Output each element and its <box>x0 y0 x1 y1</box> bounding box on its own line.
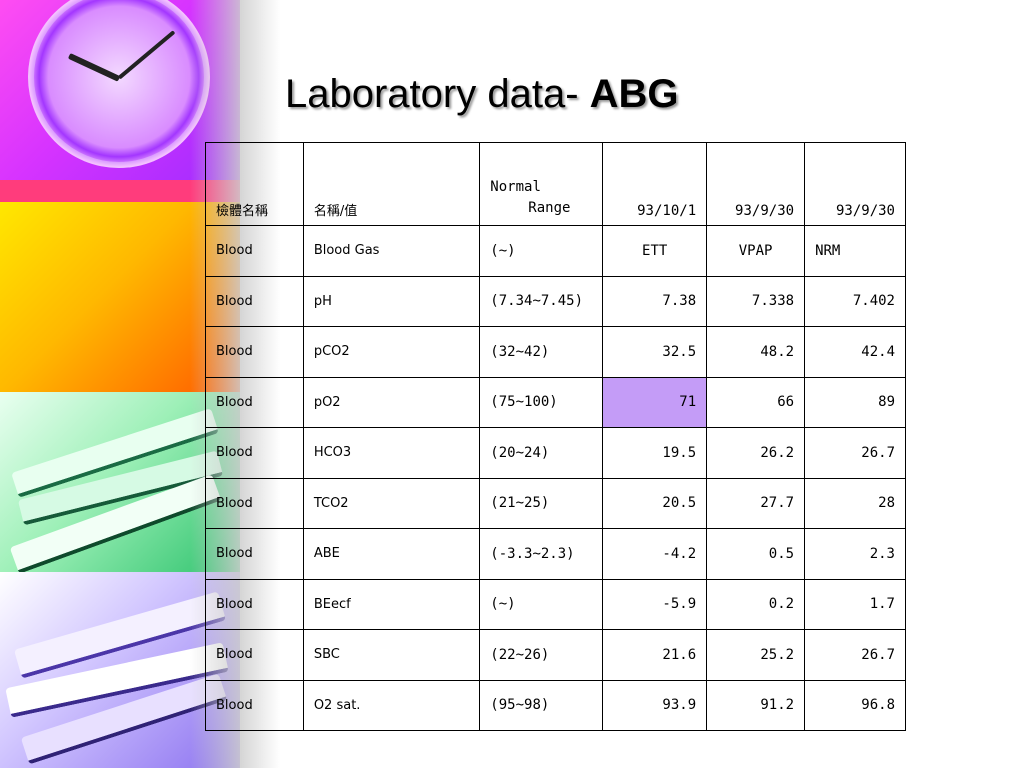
table-row: Blood TCO2 (21~25) 20.5 27.7 28 <box>205 477 906 529</box>
cell-normal-range: (-3.3~2.3) <box>479 528 604 580</box>
title-bold: ABG <box>589 72 679 116</box>
header-date-1: 93/10/1 <box>602 142 708 226</box>
cell-date-1: -4.2 <box>602 528 708 580</box>
cell-date-3: 1.7 <box>804 578 906 630</box>
cell-name: HCO3 <box>302 427 481 479</box>
cell-specimen: Blood <box>205 679 304 731</box>
table-row: Blood BEecf (~) -5.9 0.2 1.7 <box>205 578 906 630</box>
cell-date-1: ETT <box>602 225 708 277</box>
cell-specimen: Blood <box>205 578 304 630</box>
cell-date-3: 42.4 <box>804 326 906 378</box>
cell-specimen: Blood <box>205 225 304 277</box>
clock-hour-hand <box>67 53 121 82</box>
cell-normal-range: (20~24) <box>479 427 604 479</box>
cell-name: O2 sat. <box>302 679 481 731</box>
cell-date-2: 0.5 <box>706 528 806 580</box>
cell-date-2: 26.2 <box>706 427 806 479</box>
cell-normal-range: (21~25) <box>479 477 604 529</box>
cell-normal-range: (75~100) <box>479 376 604 428</box>
table-row: Blood HCO3 (20~24) 19.5 26.2 26.7 <box>205 427 906 479</box>
cell-date-1: 71 <box>602 376 708 428</box>
cell-date-2: VPAP <box>706 225 806 277</box>
cell-normal-range: (22~26) <box>479 629 604 681</box>
header-date-3: 93/9/30 <box>804 142 906 226</box>
cell-name: pCO2 <box>302 326 481 378</box>
cell-date-2: 27.7 <box>706 477 806 529</box>
cell-normal-range: (~) <box>479 578 604 630</box>
cell-specimen: Blood <box>205 427 304 479</box>
cell-name: SBC <box>302 629 481 681</box>
cell-name: TCO2 <box>302 477 481 529</box>
table-row: Blood ABE (-3.3~2.3) -4.2 0.5 2.3 <box>205 528 906 580</box>
header-normal-range: Normal Range <box>479 142 604 226</box>
cell-date-1: 20.5 <box>602 477 708 529</box>
cell-date-2: 66 <box>706 376 806 428</box>
header-date-2: 93/9/30 <box>706 142 806 226</box>
cell-date-2: 48.2 <box>706 326 806 378</box>
cell-date-3: 26.7 <box>804 629 906 681</box>
cell-date-2: 25.2 <box>706 629 806 681</box>
cell-name: ABE <box>302 528 481 580</box>
cell-date-3: 96.8 <box>804 679 906 731</box>
cell-date-1: -5.9 <box>602 578 708 630</box>
cell-date-3: 28 <box>804 477 906 529</box>
cell-name: BEecf <box>302 578 481 630</box>
cell-date-2: 0.2 <box>706 578 806 630</box>
cell-date-1: 93.9 <box>602 679 708 731</box>
cell-specimen: Blood <box>205 629 304 681</box>
header-name-value: 名稱/值 <box>302 142 481 226</box>
cell-normal-range: (95~98) <box>479 679 604 731</box>
cell-normal-range: (32~42) <box>479 326 604 378</box>
header-specimen: 檢體名稱 <box>205 142 304 226</box>
cell-date-1: 32.5 <box>602 326 708 378</box>
table-row: Blood Blood Gas (~) ETT VPAP NRM <box>205 225 906 277</box>
cell-date-3: 89 <box>804 376 906 428</box>
pink-divider-band <box>0 180 240 202</box>
table-row: Blood pO2 (75~100) 71 66 89 <box>205 376 906 428</box>
cell-date-2: 7.338 <box>706 275 806 327</box>
cell-date-3: 26.7 <box>804 427 906 479</box>
table-row: Blood pCO2 (32~42) 32.5 48.2 42.4 <box>205 326 906 378</box>
cell-specimen: Blood <box>205 376 304 428</box>
header-normal-line1: Normal <box>490 179 541 195</box>
cell-date-1: 7.38 <box>602 275 708 327</box>
cell-date-3: NRM <box>804 225 906 277</box>
cell-date-3: 2.3 <box>804 528 906 580</box>
clock-minute-hand <box>117 30 176 80</box>
cell-name: pH <box>302 275 481 327</box>
cell-specimen: Blood <box>205 275 304 327</box>
cell-date-1: 19.5 <box>602 427 708 479</box>
clock-icon <box>28 0 210 168</box>
slide-title: Laboratory data- ABG <box>285 72 679 117</box>
cell-normal-range: (7.34~7.45) <box>479 275 604 327</box>
cell-specimen: Blood <box>205 326 304 378</box>
cell-normal-range: (~) <box>479 225 604 277</box>
cell-specimen: Blood <box>205 528 304 580</box>
cell-name: Blood Gas <box>302 225 481 277</box>
table-header-row: 檢體名稱 名稱/值 Normal Range 93/10/1 93/9/30 9… <box>205 142 906 226</box>
table-row: Blood O2 sat. (95~98) 93.9 91.2 96.8 <box>205 679 906 731</box>
cell-date-1: 21.6 <box>602 629 708 681</box>
table-row: Blood pH (7.34~7.45) 7.38 7.338 7.402 <box>205 275 906 327</box>
title-prefix: Laboratory data- <box>285 72 590 116</box>
header-normal-line2: Range <box>528 200 571 216</box>
table-row: Blood SBC (22~26) 21.6 25.2 26.7 <box>205 629 906 681</box>
cell-name: pO2 <box>302 376 481 428</box>
abg-lab-table: 檢體名稱 名稱/值 Normal Range 93/10/1 93/9/30 9… <box>205 142 906 731</box>
cell-date-2: 91.2 <box>706 679 806 731</box>
cell-specimen: Blood <box>205 477 304 529</box>
cell-date-3: 7.402 <box>804 275 906 327</box>
